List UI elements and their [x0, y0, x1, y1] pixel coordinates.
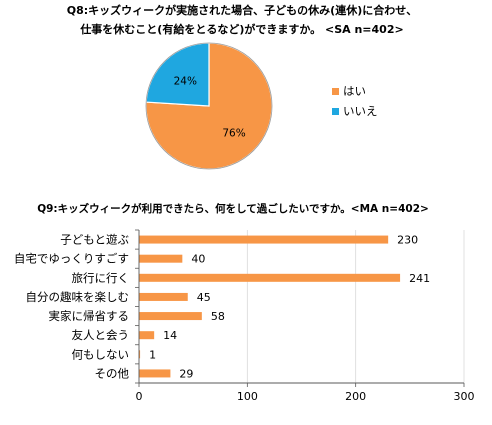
- bar-chart: Q9:キッズウィークが利用できたら、何をして過ごしたいですか。<MA n=402…: [14, 202, 475, 403]
- bar-value-label-6: 1: [149, 348, 156, 361]
- bar-value-label-2: 241: [409, 272, 430, 285]
- pie-title-line-2: 仕事を休むこと(有給をとるなど)ができますか。 <SA n=402>: [79, 22, 403, 36]
- bar-1: [139, 254, 183, 263]
- pie-title-line-1: Q8:キッズウィークが実施された場合、子どもの休み(連休)に合わせ、: [67, 3, 417, 17]
- bar-5: [139, 331, 155, 340]
- bar-value-label-5: 14: [163, 329, 177, 342]
- bar-value-label-3: 45: [197, 291, 211, 304]
- pie-slice-label-0: 76%: [222, 128, 245, 140]
- bar-6: [139, 350, 141, 359]
- category-label-3: 自分の趣味を楽しむ: [26, 290, 130, 304]
- bar-value-label-0: 230: [397, 234, 418, 247]
- pie-slice-label-1: 24%: [174, 76, 197, 88]
- bar-value-label-4: 58: [211, 310, 225, 323]
- bar-0: [139, 235, 389, 244]
- pie-chart: Q8:キッズウィークが実施された場合、子どもの休み(連休)に合わせ、 仕事を休む…: [67, 3, 417, 170]
- pie-outline: [145, 42, 273, 170]
- bar-value-label-7: 29: [179, 367, 193, 380]
- pie-slice-1: [145, 42, 210, 107]
- bar-title: Q9:キッズウィークが利用できたら、何をして過ごしたいですか。<MA n=402…: [37, 202, 429, 215]
- bar-grid: [246, 230, 465, 383]
- bar-4: [139, 312, 202, 321]
- x-tick-label-3: 300: [454, 390, 475, 403]
- x-tick-label-0: 0: [136, 390, 143, 403]
- x-tick-label-1: 100: [237, 390, 258, 403]
- legend-swatch-1: [332, 108, 339, 115]
- legend-label-0: はい: [343, 84, 366, 98]
- category-label-5: 友人と会う: [72, 328, 130, 342]
- bar-axes: 0 100 200 300 子どもと遊ぶ自宅でゆっくりすごす旅行に行く自分の趣味を楽しむ…: [14, 229, 475, 403]
- legend-label-1: いいえ: [343, 104, 378, 118]
- bar-7: [139, 369, 171, 378]
- category-label-4: 実家に帰省する: [49, 309, 130, 323]
- category-label-0: 子どもと遊ぶ: [60, 233, 129, 247]
- category-label-1: 自宅でゆっくりすごす: [14, 252, 129, 266]
- category-label-2: 旅行に行く: [72, 271, 130, 285]
- legend-swatch-0: [332, 88, 339, 95]
- bar-3: [139, 292, 188, 301]
- bar-2: [139, 273, 401, 282]
- x-tick-label-2: 200: [345, 390, 366, 403]
- pie-slices: 76% 24%: [145, 42, 273, 170]
- category-label-6: 何もしない: [72, 347, 130, 361]
- category-label-7: その他: [95, 366, 130, 380]
- bar-value-label-1: 40: [191, 253, 205, 266]
